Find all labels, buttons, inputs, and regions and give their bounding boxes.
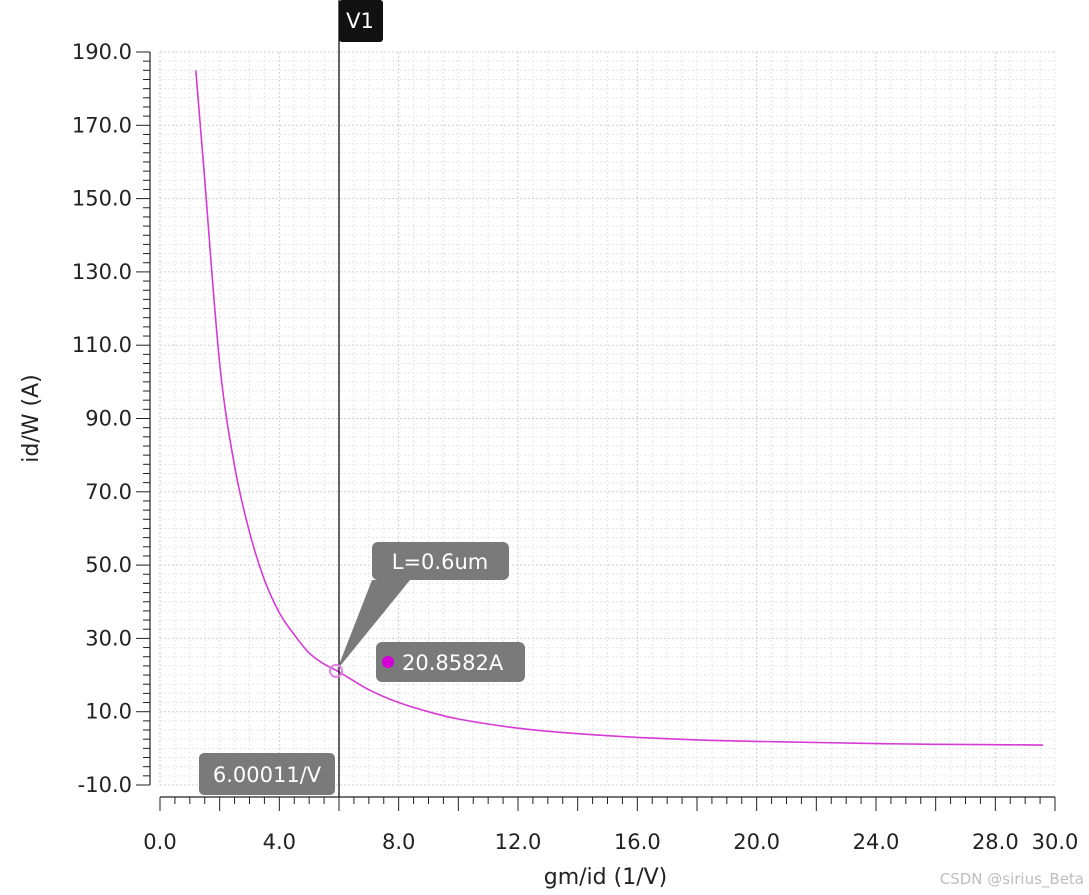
axes — [149, 52, 1055, 798]
y-ticks: -10.0 10.0 30.0 50.0 70.0 90.0 110.0 130.0 150.0… — [72, 40, 150, 797]
y-axis-title: id/W (A) — [19, 374, 44, 462]
callout-box — [372, 542, 509, 580]
x-tick-label: 20.0 — [733, 830, 780, 854]
y-tick-label: 150.0 — [72, 187, 132, 211]
y-tick-label: 190.0 — [72, 40, 132, 64]
y-tick-label: 10.0 — [85, 700, 132, 724]
y-tick-label: 130.0 — [72, 260, 132, 284]
annotations: L=0.6um 20.8582A — [329, 542, 525, 682]
x-tick-label: 24.0 — [853, 830, 900, 854]
callout-pointer — [337, 580, 410, 670]
value-dot-icon — [382, 656, 394, 668]
marker-v1[interactable]: V1 6.00011/V — [199, 0, 384, 797]
x-tick-label: 4.0 — [263, 830, 296, 854]
y-tick-label: 170.0 — [72, 113, 132, 137]
y-tick-label: 110.0 — [72, 333, 132, 357]
series-layer — [195, 70, 1044, 746]
grid — [159, 51, 1056, 786]
y-tick-label: -10.0 — [78, 773, 132, 797]
y-tick-label: 90.0 — [85, 407, 132, 431]
x-tick-label: 12.0 — [495, 830, 542, 854]
x-readout-label: 6.00011/V — [213, 763, 322, 787]
marker-tag[interactable] — [339, 0, 384, 42]
marker-tag-label: V1 — [346, 9, 374, 33]
callout-label: L=0.6um — [392, 550, 488, 574]
value-label: 20.8582A — [402, 651, 504, 675]
x-tick-label: 30.0 — [1032, 830, 1079, 854]
y-tick-label: 50.0 — [85, 553, 132, 577]
x-tick-label: 28.0 — [972, 830, 1019, 854]
x-axis-title: gm/id (1/V) — [544, 865, 668, 890]
series-line-0 — [195, 70, 1044, 746]
watermark: CSDN @sirius_Beta — [940, 870, 1084, 889]
y-tick-label: 70.0 — [85, 480, 132, 504]
x-tick-label: 16.0 — [614, 830, 661, 854]
x-tick-label: 8.0 — [382, 830, 415, 854]
x-ticks: 0.0 4.0 8.0 12.0 16.0 20.0 24.0 28.0 30.0 — [143, 797, 1078, 854]
x-readout-box — [199, 753, 336, 795]
x-tick-label: 0.0 — [143, 830, 176, 854]
intersection-marker[interactable] — [329, 663, 343, 678]
y-tick-label: 30.0 — [85, 626, 132, 650]
value-box — [376, 642, 525, 682]
